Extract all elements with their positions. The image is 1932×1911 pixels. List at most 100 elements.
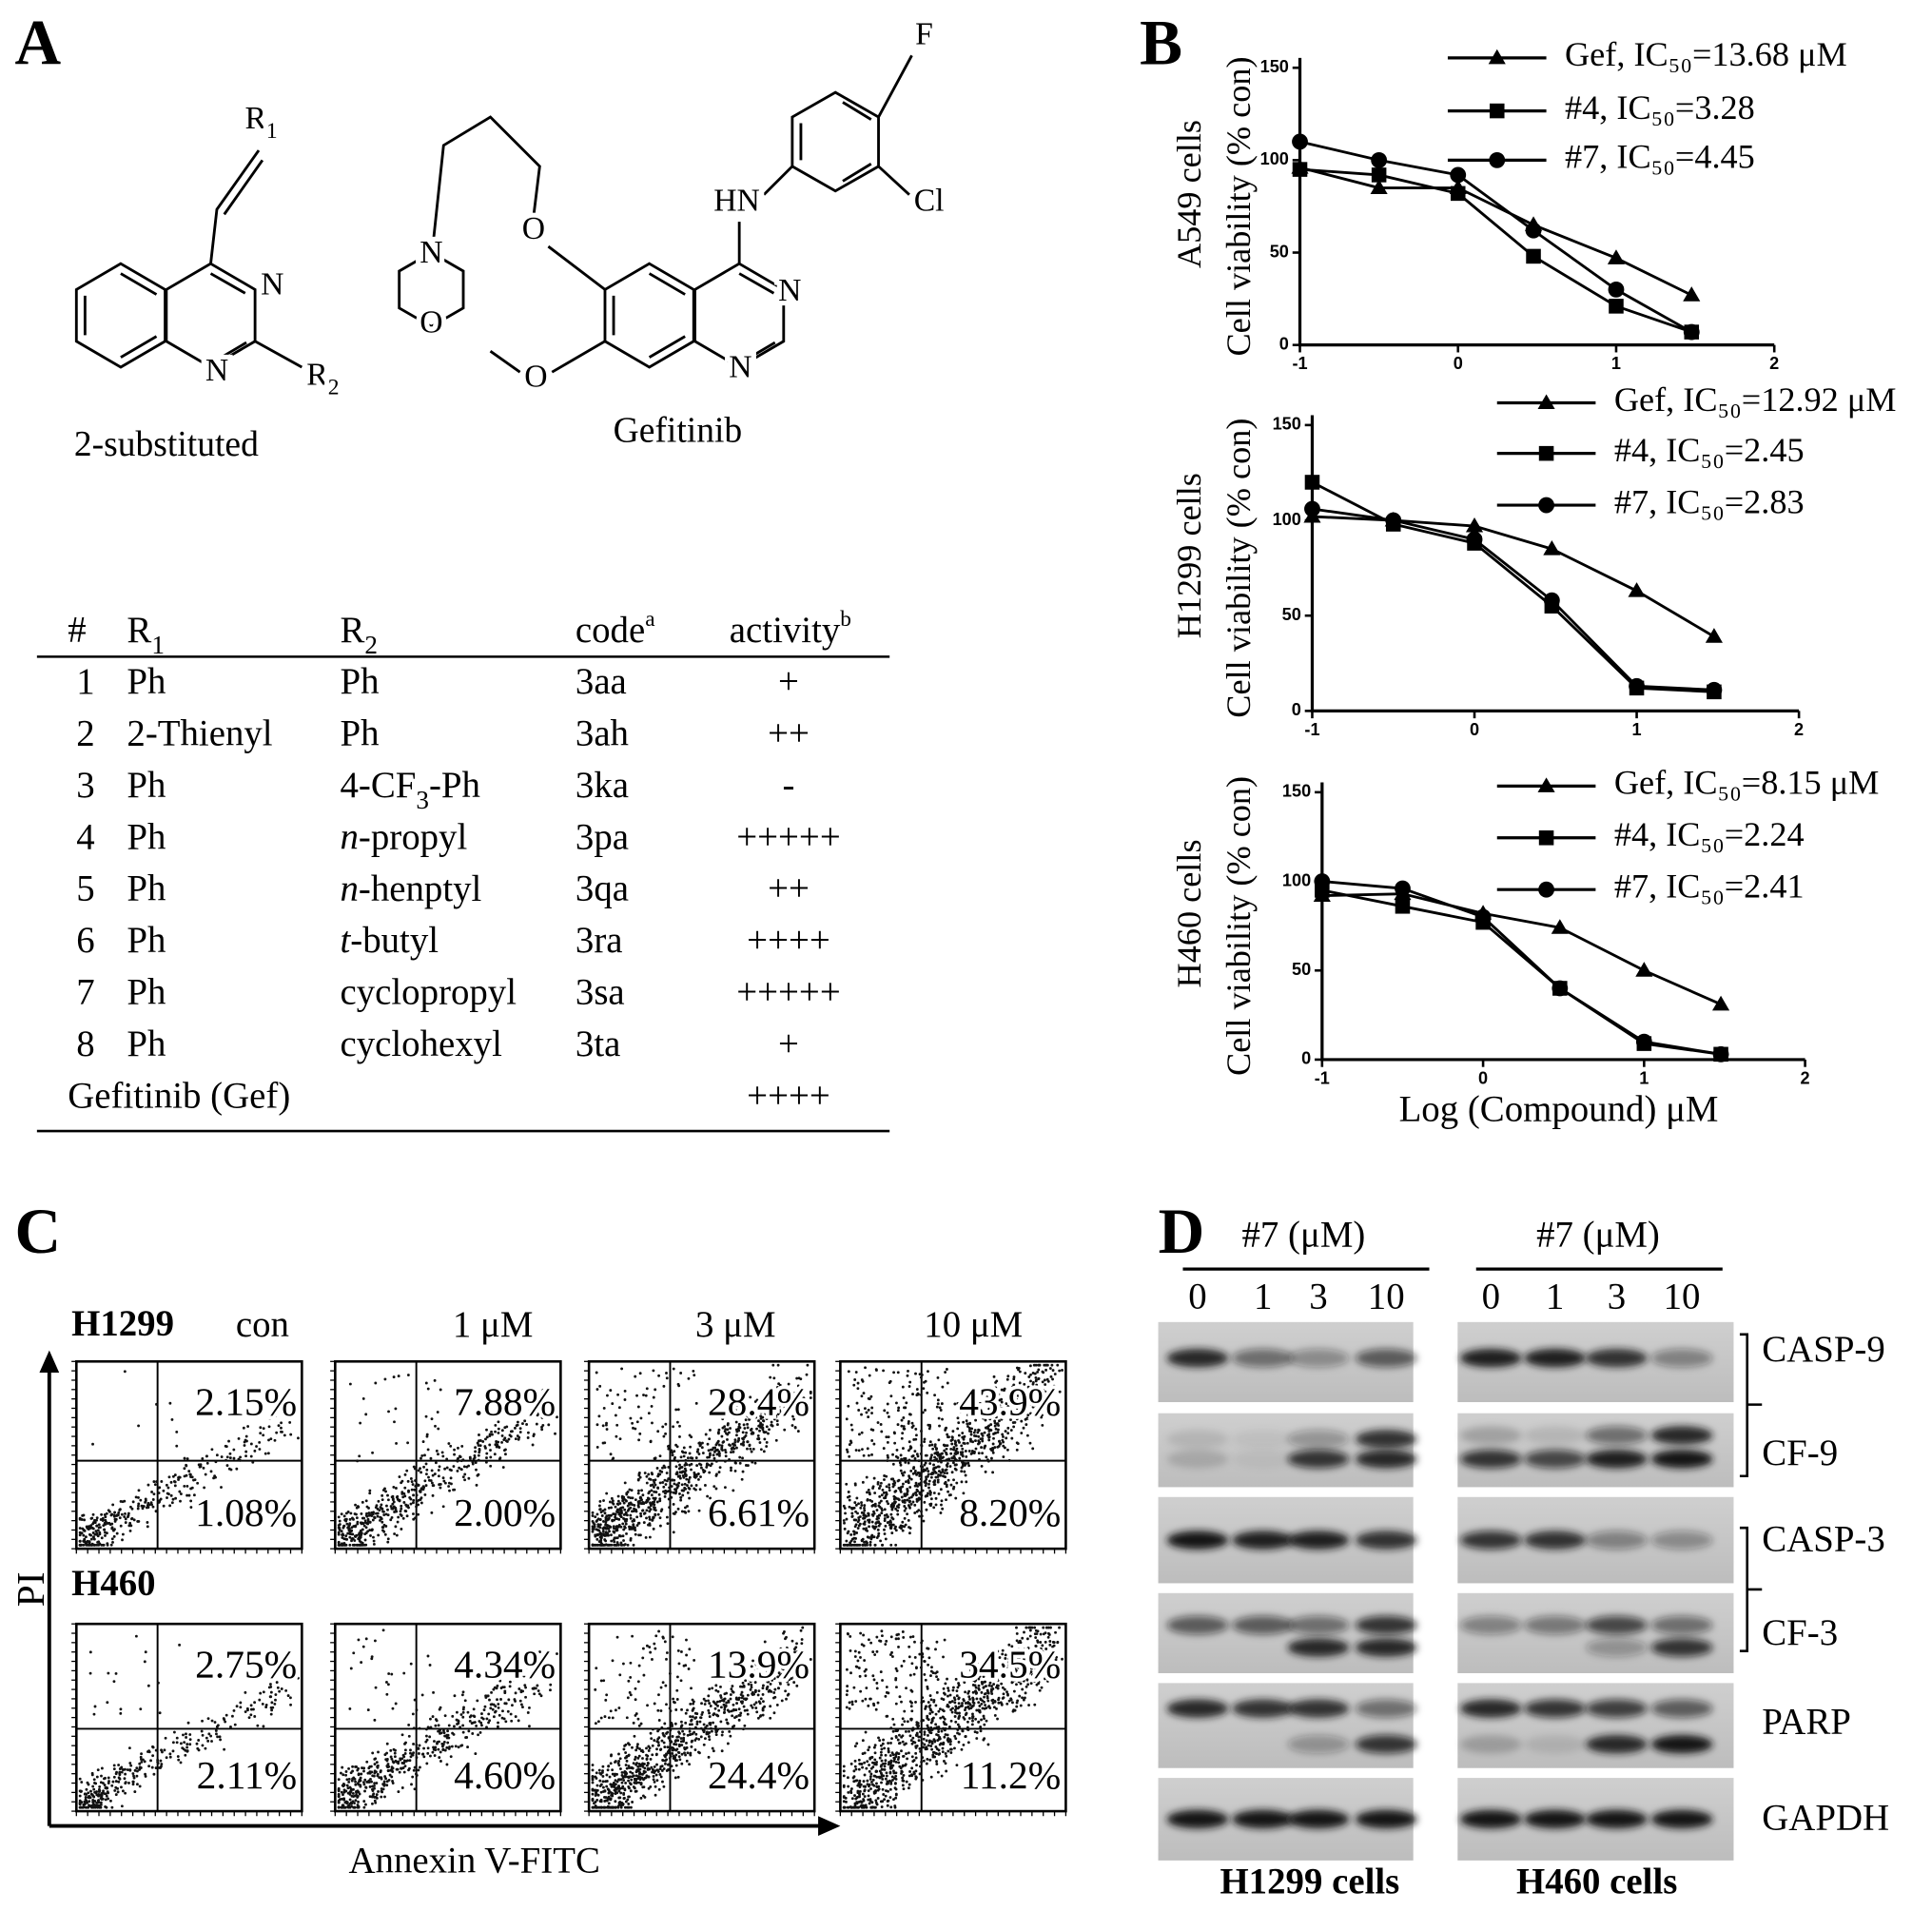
event-dot	[136, 1507, 140, 1511]
x-tick-label: -1	[1292, 354, 1307, 373]
event-dot	[183, 1741, 186, 1745]
event-dot	[144, 1500, 147, 1504]
event-dot	[270, 1701, 274, 1705]
event-dot	[276, 1686, 280, 1689]
event-dot	[894, 1507, 898, 1511]
event-dot	[631, 1503, 634, 1507]
event-dot	[474, 1450, 478, 1453]
event-dot	[118, 1770, 122, 1774]
event-dot	[915, 1433, 918, 1437]
event-dot	[344, 1534, 348, 1537]
event-dot	[678, 1476, 682, 1480]
event-dot	[904, 1456, 907, 1460]
event-dot	[949, 1447, 953, 1451]
event-dot	[902, 1447, 905, 1451]
event-dot	[489, 1464, 493, 1468]
event-dot	[363, 1778, 367, 1782]
event-dot	[490, 1690, 493, 1694]
event-dot	[173, 1473, 177, 1477]
event-dot	[713, 1446, 717, 1450]
event-dot	[377, 1533, 381, 1537]
event-dot	[680, 1465, 684, 1469]
event-dot	[907, 1369, 909, 1373]
event-dot	[876, 1421, 880, 1424]
event-dot	[721, 1426, 725, 1430]
event-dot	[927, 1423, 930, 1427]
event-dot	[131, 1783, 135, 1786]
event-dot	[860, 1538, 864, 1542]
event-dot	[152, 1480, 156, 1483]
event-dot	[926, 1494, 929, 1497]
event-dot	[889, 1523, 893, 1527]
event-dot	[112, 1767, 116, 1771]
event-dot	[939, 1471, 943, 1474]
event-dot	[846, 1450, 849, 1453]
event-dot	[949, 1483, 953, 1487]
event-dot	[380, 1789, 383, 1793]
event-dot	[954, 1468, 958, 1472]
event-dot	[777, 1405, 781, 1409]
event-dot	[630, 1489, 634, 1492]
event-dot	[738, 1455, 742, 1459]
event-dot	[373, 1718, 377, 1722]
event-dot	[715, 1700, 719, 1704]
event-dot	[85, 1541, 88, 1545]
event-dot	[249, 1707, 253, 1711]
event-dot	[78, 1543, 82, 1547]
event-dot	[455, 1710, 459, 1714]
marker	[1551, 980, 1569, 997]
event-dot	[342, 1533, 345, 1537]
event-dot	[409, 1751, 412, 1755]
event-dot	[385, 1692, 389, 1696]
event-dot	[654, 1478, 657, 1482]
bracket	[1739, 1333, 1763, 1652]
event-dot	[725, 1701, 729, 1705]
event-dot	[856, 1387, 860, 1391]
event-dot	[704, 1433, 708, 1436]
event-dot	[1015, 1448, 1019, 1452]
event-dot	[869, 1537, 873, 1541]
event-dot	[614, 1505, 617, 1509]
event-dot	[955, 1447, 959, 1451]
event-dot	[883, 1478, 886, 1481]
event-dot	[448, 1489, 451, 1492]
event-dot	[523, 1419, 527, 1423]
event-dot	[877, 1531, 881, 1535]
event-dot	[865, 1475, 868, 1479]
event-dot	[352, 1517, 355, 1521]
event-dot	[220, 1486, 223, 1489]
event-dot	[205, 1736, 208, 1740]
event-dot	[179, 1499, 182, 1503]
event-dot	[730, 1403, 733, 1407]
event-dot	[475, 1468, 478, 1472]
event-dot	[870, 1412, 873, 1414]
event-dot	[348, 1517, 352, 1521]
table-cell: n-henptyl	[340, 868, 481, 909]
event-dot	[883, 1528, 886, 1531]
event-dot	[649, 1757, 653, 1761]
atom-label: N	[205, 353, 228, 388]
event-dot	[927, 1444, 931, 1447]
event-dot	[168, 1504, 172, 1508]
event-dot	[783, 1403, 787, 1406]
event-dot	[426, 1746, 430, 1750]
event-dot	[919, 1375, 923, 1379]
event-dot	[607, 1527, 611, 1531]
event-dot	[647, 1472, 651, 1476]
event-dot	[120, 1785, 123, 1789]
event-dot	[477, 1458, 480, 1462]
event-dot	[411, 1775, 415, 1779]
event-dot	[196, 1481, 200, 1485]
event-dot	[337, 1543, 341, 1547]
event-dot	[385, 1784, 389, 1787]
event-dot	[1009, 1418, 1012, 1421]
event-dot	[604, 1698, 608, 1702]
event-dot	[206, 1717, 210, 1721]
event-dot	[356, 1520, 360, 1524]
event-dot	[974, 1434, 978, 1438]
event-dot	[626, 1504, 630, 1508]
event-dot	[423, 1479, 427, 1483]
x-tick-label: 0	[1454, 354, 1463, 373]
event-dot	[903, 1471, 907, 1474]
marker	[1537, 777, 1555, 792]
